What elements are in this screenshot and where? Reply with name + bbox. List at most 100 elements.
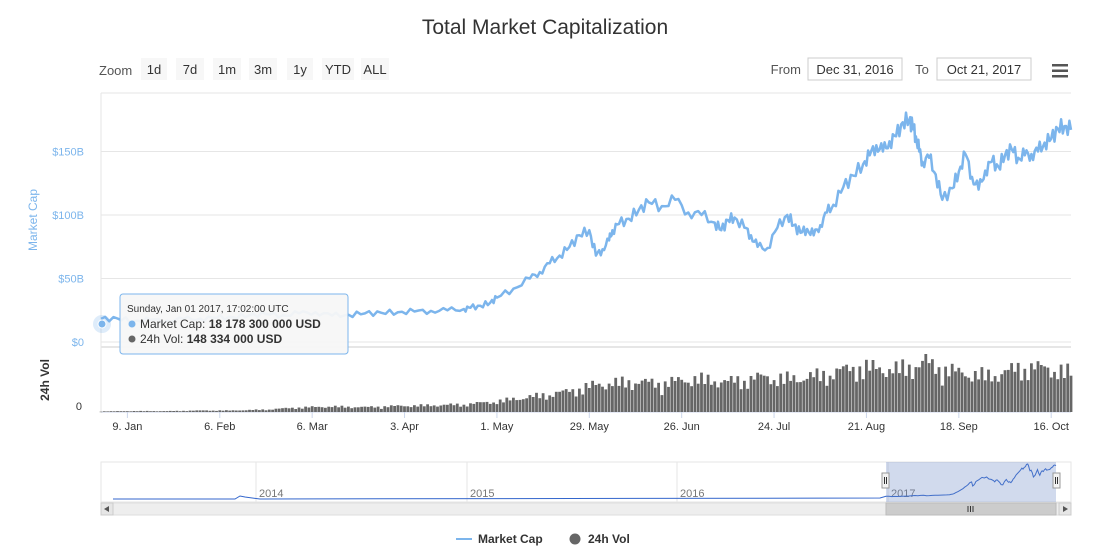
volume-bar [851, 366, 855, 412]
volume-bar [1010, 363, 1013, 412]
volume-bar [980, 367, 984, 412]
scroll-right-arrow-icon [1063, 506, 1068, 512]
volume-bar [789, 380, 792, 412]
volume-bar [462, 404, 466, 412]
volume-bar [112, 411, 116, 412]
zoom-button-label-ytd: YTD [325, 62, 351, 77]
volume-bar [594, 385, 598, 412]
tooltip-cap: Market Cap: 18 178 300 000 USD [140, 317, 321, 331]
volume-bar [251, 410, 255, 412]
volume-bar [512, 397, 515, 412]
volume-bar [291, 407, 294, 412]
volume-bar [545, 399, 548, 412]
x-tick-label: 21. Aug [848, 421, 885, 433]
navigator-tick-label: 2015 [470, 488, 494, 500]
volume-bar [832, 379, 835, 412]
navigator-selection[interactable] [886, 462, 1056, 502]
y2-tick-0: 0 [76, 401, 82, 413]
volume-bar [360, 406, 363, 412]
legend-item-market-cap[interactable]: Market Cap [456, 532, 543, 546]
volume-bar [620, 376, 624, 412]
x-tick-label: 6. Mar [297, 421, 329, 433]
zoom-button-1y[interactable] [287, 58, 313, 80]
volume-bar [106, 411, 109, 412]
legend-item-24h-vol[interactable]: 24h Vol [569, 532, 630, 546]
zoom-button-ytd[interactable] [322, 58, 354, 80]
volume-bar [1036, 361, 1040, 412]
volume-bar [723, 380, 726, 412]
volume-bar [472, 403, 476, 412]
zoom-button-3m[interactable] [249, 58, 277, 80]
volume-bar [841, 366, 845, 412]
volume-bar [1056, 379, 1060, 412]
volume-bar [1020, 380, 1023, 412]
volume-bar [927, 363, 931, 412]
volume-bar [713, 381, 717, 412]
scrollbar[interactable] [100, 502, 1072, 516]
zoom-button-label-all: ALL [363, 62, 386, 77]
volume-bar [845, 364, 848, 412]
volume-bar [901, 359, 905, 412]
volume-bar [145, 410, 149, 412]
volume-bar [1043, 366, 1046, 412]
volume-bar [597, 383, 601, 412]
volume-bar [680, 379, 684, 412]
hover-point [97, 319, 107, 329]
volume-bar [891, 373, 895, 412]
volume-bar [660, 395, 664, 412]
volume-bar [370, 406, 373, 412]
volume-bar [858, 366, 862, 412]
volume-bar [505, 397, 509, 412]
volume-bar [528, 395, 532, 412]
volume-bar [792, 375, 796, 412]
volume-bar [330, 407, 334, 412]
volume-bar [409, 407, 413, 412]
zoom-button-1m[interactable] [213, 58, 241, 80]
volume-bar [812, 377, 816, 412]
zoom-button-label-7d: 7d [183, 62, 197, 77]
volume-bar [960, 372, 964, 412]
volume-bar [139, 410, 142, 412]
volume-bar [538, 398, 542, 412]
volume-bar [749, 376, 753, 412]
volume-bar [304, 406, 307, 412]
volume-bar [944, 366, 947, 412]
volume-bar [373, 407, 377, 412]
volume-bar [159, 411, 162, 412]
x-tick-label: 1. May [480, 421, 514, 433]
volume-bar [475, 402, 479, 412]
volume-bar [997, 381, 1000, 412]
volume-bar [838, 369, 842, 412]
volume-bar [383, 406, 387, 412]
hamburger-menu-icon[interactable] [1048, 60, 1070, 80]
volume-bar [1030, 363, 1033, 412]
zoom-button-all[interactable] [361, 58, 389, 80]
volume-bar [215, 410, 218, 412]
volume-bar [548, 395, 552, 412]
to-date-input[interactable] [936, 57, 1032, 81]
volume-bar [1046, 367, 1050, 412]
zoom-button-1d[interactable] [141, 58, 167, 80]
volume-bar [650, 378, 654, 412]
volume-bar [987, 369, 990, 412]
volume-bar [904, 375, 908, 412]
volume-bar [248, 409, 251, 412]
zoom-button-7d[interactable] [176, 58, 204, 80]
navigator[interactable]: 2014 2015 2016 2017 [100, 461, 1072, 503]
volume-bar [825, 385, 829, 412]
from-date-input[interactable] [807, 57, 903, 81]
volume-bar [861, 379, 865, 412]
volume-bar [1016, 362, 1020, 412]
volume-bar [564, 389, 568, 412]
navigator-left-handle[interactable] [881, 472, 890, 489]
navigator-right-handle[interactable] [1052, 472, 1061, 489]
volume-bar [706, 374, 710, 412]
volume-bar [396, 405, 400, 412]
volume-bar [898, 373, 901, 412]
volume-bar [934, 373, 938, 412]
volume-bar [274, 408, 278, 412]
volume-bar [591, 380, 594, 412]
volume-bar [122, 411, 126, 412]
volume-bar [172, 411, 175, 412]
volume-bar [921, 360, 924, 412]
